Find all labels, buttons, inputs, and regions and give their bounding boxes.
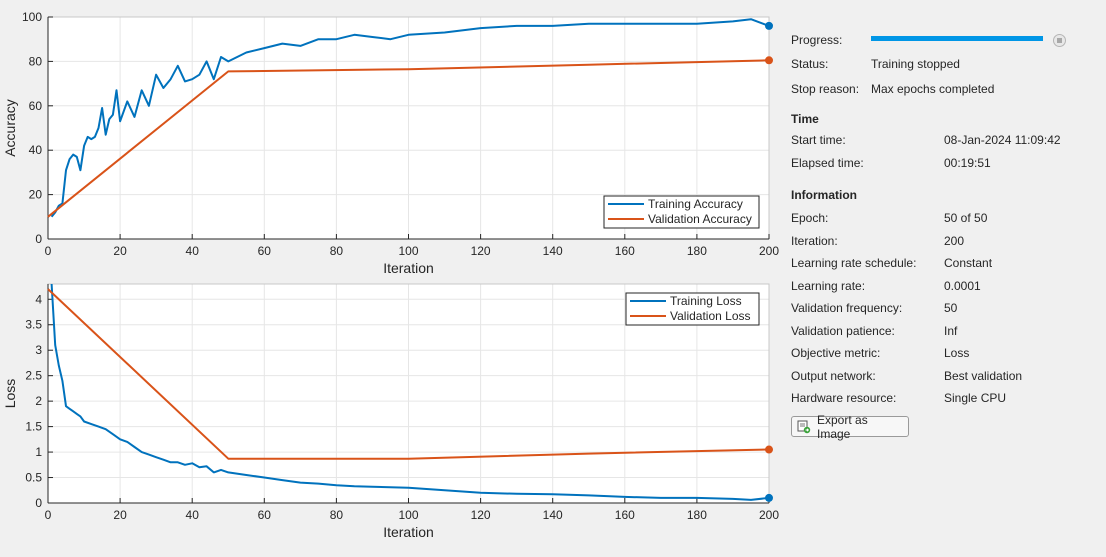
x-tick-label: 100 [398, 508, 418, 522]
y-tick-label: 2.5 [25, 369, 42, 383]
status-value: Training stopped [871, 57, 960, 71]
y-tick-label: 100 [22, 10, 42, 24]
legend-entry: Training Loss [670, 294, 742, 308]
info-value: Loss [944, 346, 970, 360]
time-section-header: Time [791, 112, 819, 126]
y-tick-label: 1.5 [25, 420, 42, 434]
x-tick-label: 40 [186, 244, 200, 258]
x-tick-label: 120 [471, 244, 491, 258]
training-accuracy-endpoint [765, 21, 773, 30]
elapsed-time-value: 00:19:51 [944, 156, 991, 170]
info-label: Learning rate: [791, 279, 866, 293]
validation-accuracy-endpoint [765, 56, 773, 65]
info-value: 50 [944, 301, 958, 315]
export-image-icon [797, 420, 811, 434]
y-tick-label: 80 [29, 54, 43, 68]
validation-accuracy-line [47, 59, 770, 218]
x-tick-label: 0 [45, 244, 52, 258]
info-value: 200 [944, 234, 965, 248]
y-tick-label: 40 [29, 143, 43, 157]
info-label: Iteration: [791, 234, 838, 248]
info-label: Epoch: [791, 211, 829, 225]
training-accuracy-line [50, 18, 770, 218]
start-time-value: 08-Jan-2024 11:09:42 [944, 133, 1061, 147]
x-tick-label: 80 [330, 508, 344, 522]
y-tick-label: 3 [35, 343, 42, 357]
x-tick-label: 180 [687, 508, 707, 522]
x-tick-label: 120 [471, 508, 491, 522]
elapsed-time-label: Elapsed time: [791, 156, 864, 170]
training-plots: 0 20 40 60 80 100 120 140 160 180 200 0 20 40 60 80 100 I… [2, 10, 779, 540]
loss-chart: 0 20 40 60 80 100 120 140 160 180 200 0 0.5 1 1.5 2 2.5 3… [2, 283, 779, 540]
y-tick-label: 0.5 [25, 471, 42, 485]
x-tick-label: 200 [759, 508, 779, 522]
progress-bar-fill [871, 36, 1043, 41]
x-axis-label: Iteration [383, 524, 434, 540]
y-tick-label: 60 [29, 99, 43, 113]
x-tick-label: 0 [45, 508, 52, 522]
legend-entry: Validation Loss [670, 309, 751, 323]
y-axis-label: Loss [2, 379, 18, 409]
x-tick-label: 200 [759, 244, 779, 258]
x-tick-label: 40 [186, 508, 200, 522]
x-tick-label: 20 [113, 244, 127, 258]
x-tick-label: 20 [113, 508, 127, 522]
info-value: Constant [944, 256, 993, 270]
validation-loss-line [47, 288, 770, 460]
progress-bar [871, 36, 1043, 41]
y-tick-label: 1 [35, 445, 42, 459]
y-tick-label: 20 [29, 188, 43, 202]
x-tick-label: 140 [543, 244, 563, 258]
legend-entry: Training Accuracy [648, 197, 743, 211]
y-tick-label: 4 [35, 292, 42, 306]
y-axis-label: Accuracy [2, 99, 18, 157]
x-tick-label: 60 [258, 244, 272, 258]
info-value: Single CPU [944, 391, 1007, 405]
legend-box [625, 292, 760, 326]
x-axis-label: Iteration [383, 260, 434, 276]
legend-box [603, 195, 760, 229]
accuracy-chart: 0 20 40 60 80 100 120 140 160 180 200 0 20 40 60 80 100 I… [2, 10, 779, 276]
info-value: 0.0001 [944, 279, 981, 293]
info-label: Learning rate schedule: [791, 256, 917, 270]
info-value: 50 of 50 [944, 211, 988, 225]
x-tick-label: 160 [615, 244, 635, 258]
x-tick-label: 60 [258, 508, 272, 522]
x-tick-label: 100 [398, 244, 418, 258]
x-tick-label: 180 [687, 244, 707, 258]
legend-entry: Validation Accuracy [648, 212, 752, 226]
info-value: Inf [944, 324, 958, 338]
validation-loss-endpoint [765, 445, 773, 454]
start-time-label: Start time: [791, 133, 846, 147]
y-tick-label: 0 [35, 232, 42, 246]
info-label: Validation patience: [791, 324, 895, 338]
x-tick-label: 80 [330, 244, 344, 258]
stop-reason-label: Stop reason: [791, 82, 860, 96]
export-as-image-button[interactable]: Export as Image [791, 413, 909, 441]
export-button-label: Export as Image [817, 412, 868, 441]
stop-reason-value: Max epochs completed [871, 82, 995, 96]
y-tick-label: 2 [35, 394, 42, 408]
training-progress-charts: 0 20 40 60 80 100 120 140 160 180 200020406080100I… [2, 10, 779, 540]
training-info-panel: Progress: Status: Training stopped Stop … [780, 0, 1106, 552]
y-tick-label: 0 [35, 496, 42, 510]
info-label: Output network: [791, 369, 876, 383]
info-label: Validation frequency: [791, 301, 903, 315]
information-section-header: Information [791, 188, 857, 202]
x-tick-label: 160 [615, 508, 635, 522]
x-tick-label: 140 [543, 508, 563, 522]
info-value: Best validation [944, 369, 1023, 383]
training-loss-endpoint [765, 493, 773, 502]
info-label: Hardware resource: [791, 391, 897, 405]
status-label: Status: [791, 57, 829, 71]
info-label: Objective metric: [791, 346, 881, 360]
stop-training-button[interactable] [1053, 34, 1066, 47]
training-loss-line [50, 283, 770, 501]
y-tick-label: 3.5 [25, 318, 42, 332]
progress-label: Progress: [791, 33, 843, 47]
